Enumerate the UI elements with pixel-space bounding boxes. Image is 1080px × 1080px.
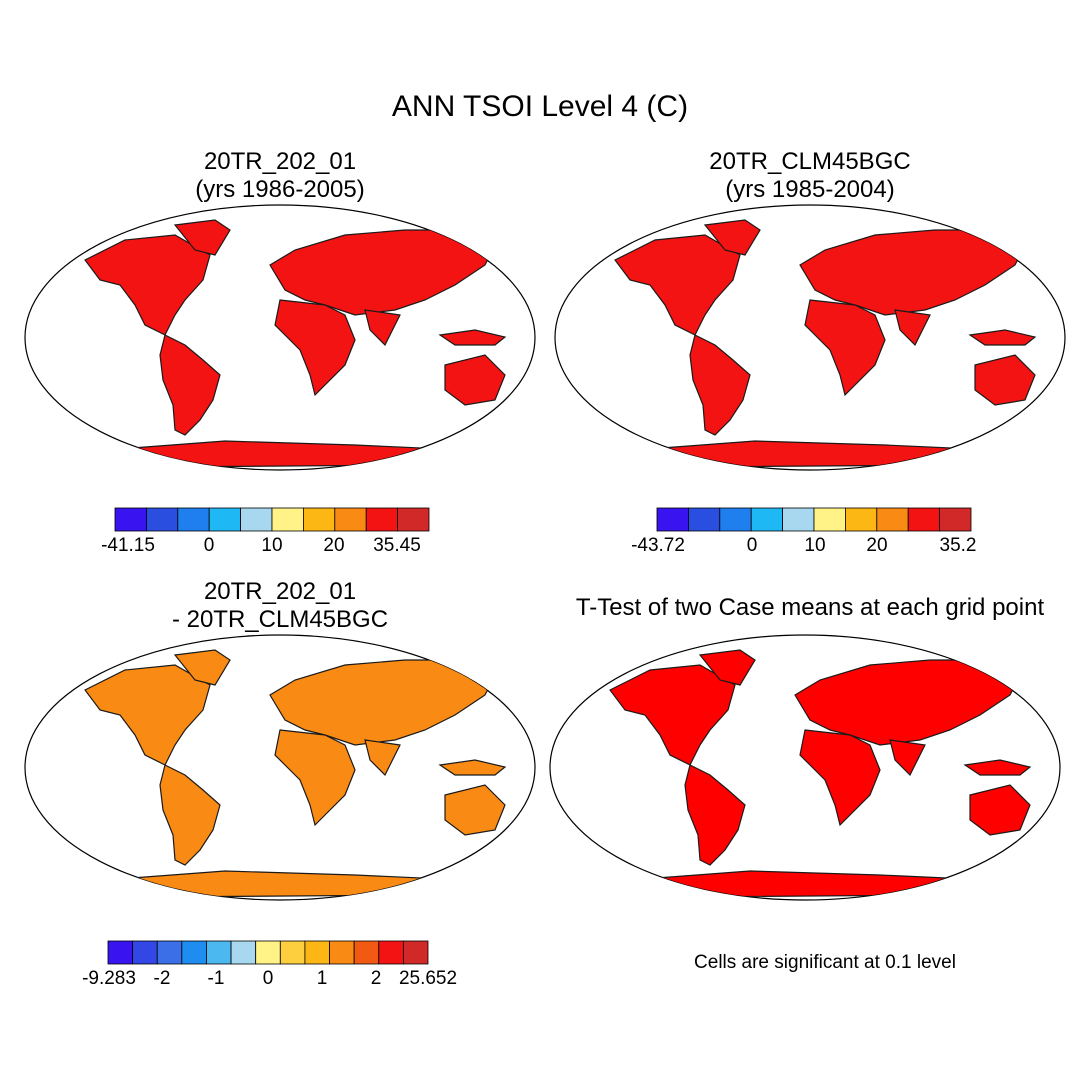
colorbar-difference — [107, 940, 429, 965]
colorbar-tick-label: 0 — [203, 535, 215, 556]
colorbar-swatch — [656, 507, 689, 532]
colorbar-tick-label: -43.72 — [631, 535, 685, 556]
colorbar-swatch — [181, 940, 207, 965]
colorbar-tick-label: 0 — [746, 535, 758, 556]
colorbar-swatch — [782, 507, 815, 532]
panel-title-case2: 20TR_CLM45BGC (yrs 1985-2004) — [600, 148, 1020, 204]
colorbar-swatch — [107, 940, 134, 965]
colorbar-tick-label: 2 — [370, 968, 382, 989]
colorbar-swatch — [334, 507, 367, 532]
colorbar-swatch — [206, 940, 232, 965]
colorbar-swatch — [876, 507, 909, 532]
colorbar-swatch — [845, 507, 878, 532]
colorbar-swatch — [279, 940, 306, 965]
colorbar-swatch — [378, 940, 404, 965]
colorbar-swatch — [271, 507, 304, 532]
colorbar-tick-label: 1 — [316, 968, 328, 989]
map-case1 — [24, 204, 536, 471]
colorbar-tick-label: 10 — [261, 535, 283, 556]
colorbar-case2 — [656, 507, 972, 532]
colorbar-swatch — [208, 507, 241, 532]
colorbar-swatch — [230, 940, 257, 965]
colorbar-tick-label: -9.283 — [82, 968, 136, 989]
colorbar-swatch — [145, 507, 179, 532]
colorbar-tick-label: -1 — [207, 968, 225, 989]
map-difference — [24, 634, 536, 901]
colorbar-case1 — [114, 507, 430, 532]
colorbar-swatch — [907, 507, 941, 532]
colorbar-tick-label: -2 — [153, 968, 171, 989]
colorbar-swatch — [813, 507, 846, 532]
colorbar-tick-label: 0 — [262, 968, 274, 989]
colorbar-swatch — [719, 507, 752, 532]
panel-title-difference: 20TR_202_01 - 20TR_CLM45BGC — [70, 578, 490, 634]
colorbar-swatch — [156, 940, 183, 965]
map-ttest — [549, 634, 1061, 901]
colorbar-swatch — [402, 940, 429, 965]
figure-title: ANN TSOI Level 4 (C) — [391, 90, 689, 123]
colorbar-swatch — [397, 507, 430, 532]
colorbar-swatch — [304, 940, 330, 965]
map-case2 — [554, 204, 1066, 471]
panel-title-ttest: T-Test of two Case means at each grid po… — [540, 594, 1080, 622]
panel-title-case1-line1: 20TR_202_01 — [203, 148, 357, 175]
panel-title-difference-line1: 20TR_202_01 — [203, 578, 357, 605]
colorbar-swatch — [688, 507, 721, 532]
colorbar-tick-label: 35.45 — [373, 535, 421, 556]
colorbar-swatch — [132, 940, 158, 965]
colorbar-swatch — [114, 507, 147, 532]
panel-title-case1-line2: (yrs 1986-2005) — [195, 176, 365, 203]
significance-note: Cells are significant at 0.1 level — [694, 952, 956, 973]
colorbar-swatch — [240, 507, 273, 532]
colorbar-swatch — [750, 507, 784, 532]
panel-title-difference-line2: - 20TR_CLM45BGC — [171, 606, 389, 633]
panel-title-case2-line1: 20TR_CLM45BGC — [709, 148, 911, 175]
panel-title-case2-line2: (yrs 1985-2004) — [725, 176, 895, 203]
colorbar-tick-label: 20 — [323, 535, 345, 556]
colorbar-tick-label: 10 — [804, 535, 826, 556]
colorbar-tick-label: -41.15 — [101, 535, 155, 556]
panel-title-ttest-line1: T-Test of two Case means at each grid po… — [575, 594, 1045, 621]
colorbar-tick-label: 25.652 — [398, 968, 458, 989]
colorbar-swatch — [177, 507, 210, 532]
colorbar-swatch — [939, 507, 972, 532]
colorbar-swatch — [255, 940, 281, 965]
colorbar-tick-label: 35.2 — [939, 535, 977, 556]
colorbar-swatch — [353, 940, 380, 965]
colorbar-swatch — [302, 507, 336, 532]
colorbar-swatch — [365, 507, 399, 532]
colorbar-tick-label: 20 — [866, 535, 888, 556]
colorbar-swatch — [329, 940, 355, 965]
panel-title-case1: 20TR_202_01 (yrs 1986-2005) — [70, 148, 490, 204]
